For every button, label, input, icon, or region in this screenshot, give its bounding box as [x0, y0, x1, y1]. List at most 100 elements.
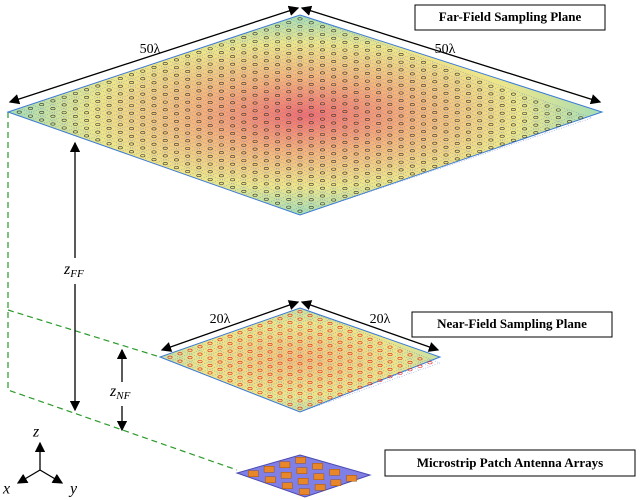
patch [282, 482, 293, 489]
sample-point [196, 174, 202, 178]
sample-point [454, 157, 460, 161]
sample-point [177, 352, 183, 356]
sample-point [398, 114, 404, 118]
sample-point [307, 366, 313, 370]
grid-line [277, 22, 570, 126]
sample-point [555, 123, 561, 127]
grid-line [179, 349, 321, 406]
sample-point [421, 107, 427, 111]
sample-point [267, 387, 273, 391]
sample-point [407, 368, 413, 372]
sample-point [267, 357, 273, 361]
sample-point [488, 130, 494, 134]
sample-point [307, 373, 313, 377]
sample-point [252, 193, 258, 197]
sample-point [275, 178, 281, 182]
sample-point [286, 113, 292, 117]
sample-point [217, 353, 223, 357]
sample-point [342, 148, 348, 152]
sample-point [263, 182, 269, 186]
sample-point [162, 131, 168, 135]
sample-point [477, 149, 483, 153]
sample-point [533, 115, 539, 119]
sample-point [454, 118, 460, 122]
sample-point [337, 363, 343, 367]
sample-point [353, 114, 359, 118]
sample-point [317, 399, 323, 403]
sample-point [376, 137, 382, 141]
sample-point [173, 150, 179, 154]
sample-point [173, 104, 179, 108]
grid-line [131, 70, 424, 175]
grid-line [19, 108, 312, 212]
grid-line [86, 85, 379, 190]
sample-point [267, 394, 273, 398]
sample-point [218, 174, 224, 178]
label-bg [62, 258, 94, 284]
sample-point [337, 355, 343, 359]
patch [346, 475, 357, 482]
patch [280, 472, 292, 479]
sample-point [454, 111, 460, 115]
sample-point [230, 162, 236, 166]
sample-point [477, 111, 483, 115]
sample-point [387, 360, 393, 364]
sample-point [297, 132, 303, 136]
sample-point [308, 136, 314, 140]
sample-point [499, 104, 505, 108]
sample-point [129, 150, 135, 154]
sample-point [353, 175, 359, 179]
sample-point [252, 178, 258, 182]
sample-point [287, 387, 293, 391]
sample-point [308, 105, 314, 109]
antenna-substrate [235, 454, 372, 498]
sample-point [275, 117, 281, 121]
sample-point [241, 120, 247, 124]
sample-point [357, 370, 363, 374]
patch [279, 461, 291, 468]
grid-line [153, 63, 447, 167]
patch [314, 484, 326, 491]
grid-line [266, 26, 559, 130]
sample-point [337, 377, 343, 381]
sample-point [499, 119, 505, 123]
sample-point [427, 361, 433, 365]
sample-point [364, 133, 370, 137]
sample-point [398, 122, 404, 126]
plane-label: Far-Field Sampling Plane [439, 9, 582, 24]
sample-point [207, 162, 213, 166]
dim-label: 50λ [435, 42, 456, 57]
sample-point [151, 135, 157, 139]
sample-point [106, 103, 112, 107]
sample-point [421, 122, 427, 126]
sample-point [151, 150, 157, 154]
sample-point [151, 119, 157, 123]
sample-point [297, 148, 303, 152]
sample-point [342, 163, 348, 167]
sample-point [196, 112, 202, 116]
sample-point [263, 136, 269, 140]
sample-point [465, 115, 471, 119]
patch [312, 463, 323, 470]
sample-point [308, 129, 314, 133]
sample-point [247, 379, 253, 383]
sample-point [432, 149, 438, 153]
sample-point [417, 364, 423, 368]
sample-point [207, 108, 213, 112]
grid-line [165, 59, 458, 163]
sample-point [327, 359, 333, 363]
sample-point [117, 123, 123, 127]
sample-point [185, 154, 191, 158]
sample-point [286, 190, 292, 194]
sample-point [499, 111, 505, 115]
sample-point [398, 168, 404, 172]
sample-point [465, 153, 471, 157]
dim-label: 50λ [140, 42, 161, 57]
sample-point [432, 134, 438, 138]
sample-point [544, 119, 550, 123]
sample-point [140, 108, 146, 112]
sample-point [207, 124, 213, 128]
sample-point [432, 126, 438, 130]
sample-point [297, 209, 303, 213]
sample-point [308, 175, 314, 179]
